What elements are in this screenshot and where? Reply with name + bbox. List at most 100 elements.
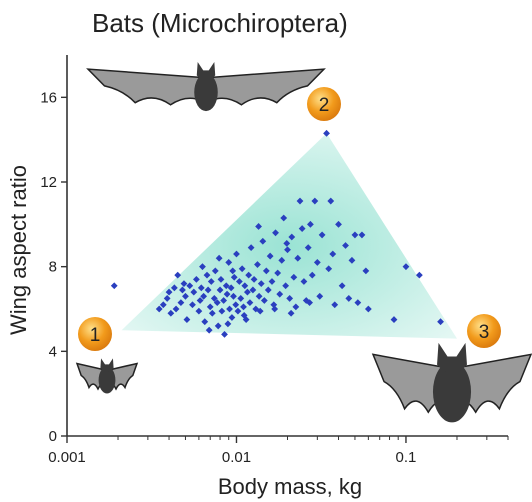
data-point	[196, 297, 204, 304]
y-tick-label: 16	[40, 89, 57, 106]
bat-body	[194, 73, 218, 112]
chart-title: Bats (Microchiroptera)	[92, 8, 348, 38]
data-point	[218, 307, 226, 315]
data-point	[220, 297, 228, 304]
data-point	[199, 263, 206, 271]
data-point	[329, 250, 337, 258]
data-point	[237, 295, 245, 302]
data-point	[259, 237, 267, 245]
data-point	[331, 301, 339, 309]
data-point	[348, 256, 356, 264]
data-point	[214, 322, 222, 330]
data-point	[179, 286, 186, 294]
data-point	[287, 309, 295, 317]
bat-small-icon	[75, 358, 139, 394]
data-point	[195, 307, 203, 315]
data-point	[288, 233, 296, 241]
data-point	[252, 305, 260, 313]
data-point	[257, 280, 265, 287]
data-point	[182, 292, 189, 300]
bat-wing-left	[86, 68, 203, 106]
bat-long-winged-icon	[86, 61, 326, 112]
data-point	[224, 320, 232, 328]
data-point	[402, 263, 410, 271]
data-point	[437, 318, 444, 326]
data-point	[159, 301, 167, 309]
data-point	[284, 246, 291, 254]
data-point	[282, 282, 290, 290]
data-point	[238, 265, 246, 273]
data-point	[345, 295, 353, 302]
x-tick-label: 0.001	[48, 449, 86, 466]
data-point	[250, 275, 258, 283]
data-point	[338, 282, 346, 290]
data-point	[208, 309, 216, 317]
data-point	[254, 261, 261, 268]
marker-circle	[467, 314, 501, 348]
data-point	[290, 273, 298, 281]
data-point	[335, 220, 342, 228]
data-envelope	[121, 133, 457, 339]
data-point	[190, 288, 198, 296]
data-point	[240, 303, 247, 311]
data-point	[241, 282, 249, 290]
data-point	[174, 271, 182, 279]
data-point	[358, 231, 366, 239]
data-point	[304, 244, 312, 252]
data-point	[186, 282, 194, 290]
y-tick-label: 4	[49, 343, 57, 360]
x-tick-label: 0.01	[222, 449, 251, 466]
data-point	[298, 225, 306, 232]
data-point	[278, 256, 286, 264]
data-point	[256, 307, 264, 315]
marker-circle	[307, 87, 341, 121]
bat-head	[437, 342, 467, 374]
data-point	[271, 305, 279, 313]
data-point	[302, 297, 310, 304]
data-point	[215, 254, 223, 262]
marker-circle	[78, 317, 112, 351]
data-point	[266, 252, 274, 260]
data-point	[201, 318, 209, 326]
data-point	[177, 299, 185, 307]
data-point	[172, 305, 180, 313]
data-point	[207, 278, 215, 285]
data-point	[221, 331, 228, 338]
data-point	[307, 220, 314, 228]
data-point	[300, 278, 308, 285]
data-point	[325, 265, 333, 273]
data-point	[313, 259, 321, 266]
data-point	[217, 275, 225, 283]
bat-head	[196, 61, 216, 81]
data-point	[180, 280, 188, 287]
data-point	[240, 311, 248, 319]
marker-label: 1	[90, 325, 101, 346]
data-point	[354, 299, 362, 307]
data-point	[246, 299, 254, 307]
data-point	[415, 271, 423, 279]
data-point	[362, 267, 370, 275]
data-point	[167, 309, 175, 317]
data-point	[390, 316, 398, 323]
data-point	[272, 229, 279, 237]
data-point	[230, 273, 238, 281]
data-point	[294, 254, 302, 262]
data-point	[225, 259, 233, 266]
bat-large-icon	[371, 342, 532, 423]
data-point	[197, 284, 205, 292]
data-point	[230, 292, 237, 300]
y-tick-label: 12	[40, 174, 57, 191]
data-point	[247, 244, 255, 252]
bat-body	[432, 361, 472, 423]
data-point	[311, 197, 319, 205]
data-point	[318, 231, 326, 239]
data-point	[276, 290, 284, 298]
data-point	[274, 269, 282, 277]
data-point	[308, 271, 316, 279]
data-point	[351, 231, 359, 239]
data-point	[226, 305, 233, 313]
data-point	[110, 282, 118, 290]
data-point	[213, 299, 221, 307]
data-point	[306, 299, 313, 307]
